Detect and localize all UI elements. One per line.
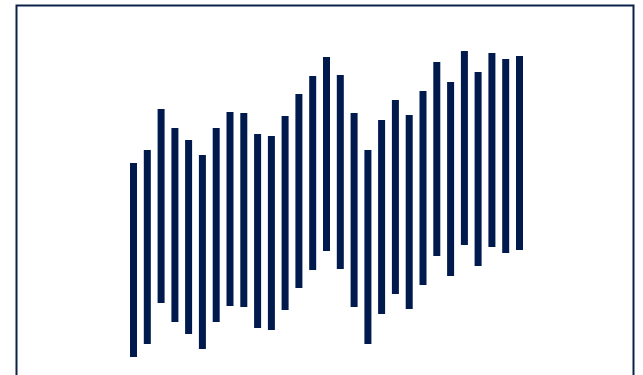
bar-7 (212, 128, 220, 322)
bar-11 (267, 136, 275, 330)
bar-5 (185, 140, 193, 334)
bar-19 (378, 120, 386, 314)
bar-29 (516, 56, 523, 250)
bar-13 (295, 94, 303, 288)
bar-18 (364, 150, 372, 344)
bar-23 (433, 62, 441, 256)
bar-27 (488, 53, 496, 247)
bar-12 (281, 116, 289, 310)
bar-2 (143, 150, 151, 344)
bar-4 (171, 128, 179, 322)
bar-22 (419, 91, 427, 285)
bar-14 (309, 76, 317, 270)
bar-24 (447, 82, 455, 276)
bar-8 (226, 112, 234, 306)
bar-21 (405, 115, 413, 309)
bar-25 (460, 51, 468, 245)
bar-28 (502, 59, 510, 253)
bar-3 (157, 109, 165, 303)
bar-10 (254, 134, 262, 328)
bar-15 (323, 57, 330, 251)
bar-17 (350, 113, 358, 307)
bar-20 (391, 100, 399, 294)
bar-6 (198, 155, 206, 349)
bar-1 (130, 163, 137, 357)
bar-26 (474, 72, 482, 266)
bar-9 (240, 113, 248, 307)
bar-16 (336, 75, 344, 269)
bars-layer (130, 51, 523, 357)
